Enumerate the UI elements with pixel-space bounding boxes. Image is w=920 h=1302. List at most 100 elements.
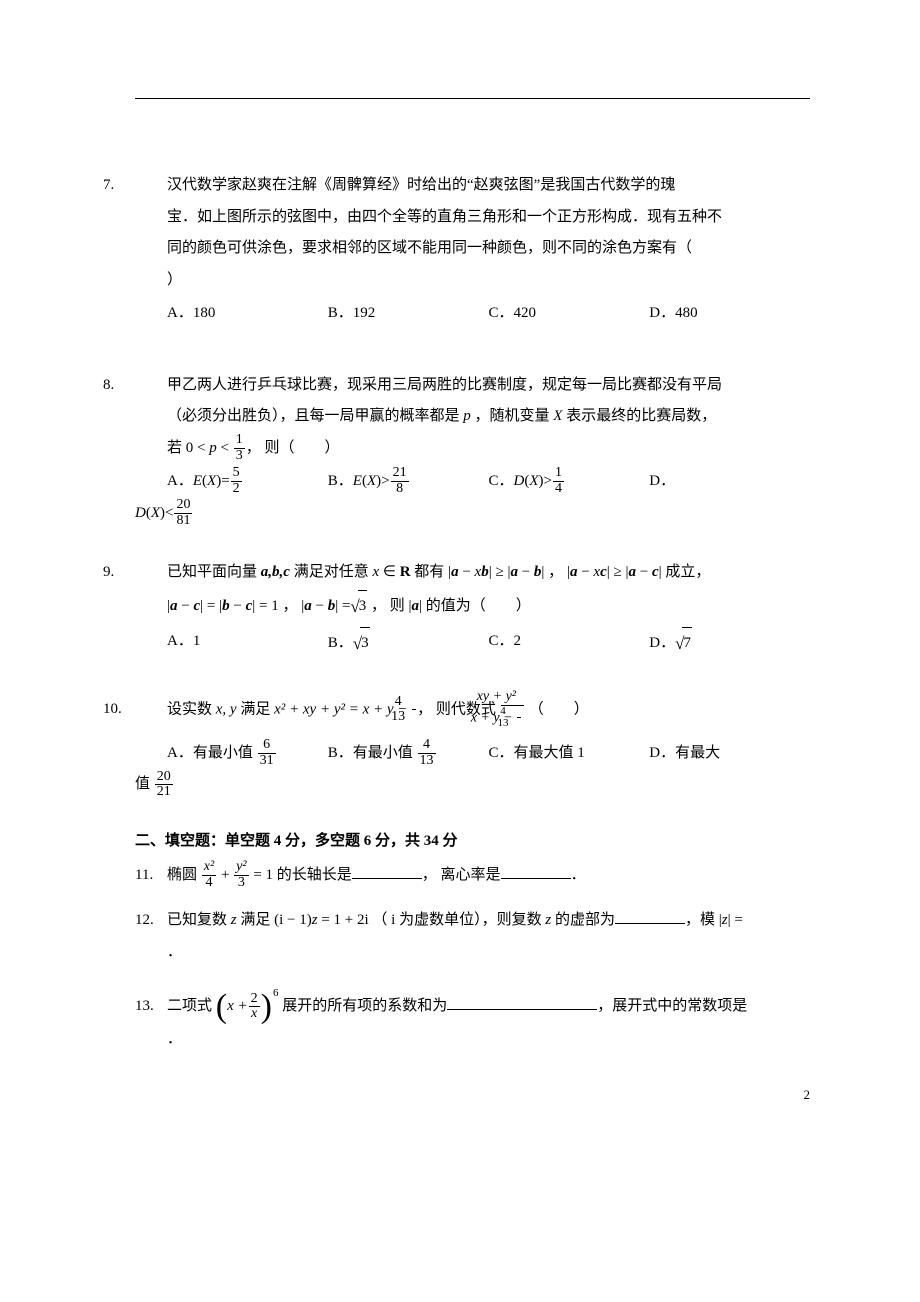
d: x bbox=[249, 1006, 260, 1022]
plus: + bbox=[217, 867, 233, 883]
q11-blank-2 bbox=[501, 865, 571, 879]
d: 4 bbox=[202, 875, 216, 891]
d: 13 bbox=[412, 709, 416, 725]
q13-number: 13. bbox=[135, 991, 167, 1023]
optD-frac: 2081 bbox=[174, 498, 192, 528]
q10-options: A．有最小值 631 B．有最小值 413 C．有最大值 1 D．有最大 bbox=[135, 738, 810, 770]
q7-opt-a: A．180 bbox=[167, 298, 328, 330]
q8-l2-pre: （必须分出胜负），且每一局甲赢的概率都是 bbox=[167, 408, 463, 424]
optC-pre: C． bbox=[489, 473, 514, 489]
d: 81 bbox=[174, 513, 192, 529]
q9-opt-d: D．√7 bbox=[649, 626, 810, 662]
n: x² bbox=[202, 860, 216, 875]
q8-line2: （必须分出胜负），且每一局甲赢的概率都是 p ，随机变量 X 表示最终的比赛局数… bbox=[135, 401, 810, 433]
q11-pre: 椭圆 bbox=[167, 867, 201, 883]
q9-opt-a: A．1 bbox=[167, 626, 328, 662]
df: 2021 bbox=[155, 770, 173, 800]
q8-cond-pre: 若 0 < bbox=[167, 440, 209, 456]
optC-D: D bbox=[514, 473, 525, 489]
optB-frac: 218 bbox=[391, 466, 409, 496]
d: 3 bbox=[234, 875, 248, 891]
question-8: 8.甲乙两人进行乒乓球比赛，现采用三局两胜的比赛制度，规定每一局比赛都没有平局 … bbox=[135, 370, 810, 530]
eq1: | = | bbox=[200, 598, 222, 614]
rparen-icon: ) bbox=[261, 990, 272, 1024]
eq2: | = 1 ， | bbox=[252, 598, 304, 614]
a6: a bbox=[412, 598, 420, 614]
q10-pre: 设实数 bbox=[167, 701, 216, 717]
q8-cond-frac: 13 bbox=[234, 433, 245, 463]
section-2-title: 二、填空题：单空题 4 分，多空题 6 分，共 34 分 bbox=[135, 829, 810, 850]
frac-d: 3 bbox=[234, 448, 245, 464]
ge1: | ≥ | bbox=[489, 564, 511, 580]
q8-opt-a: A．E(X)=52 bbox=[167, 466, 328, 498]
q13-mid: ，展开式中的常数项是 bbox=[597, 998, 747, 1014]
q12-blank-1 bbox=[615, 910, 685, 924]
q8-opt-c: C．D(X)>14 bbox=[489, 466, 650, 498]
d: 4 bbox=[553, 481, 564, 497]
q8-condition: 若 0 < p < 13， 则（ ） bbox=[135, 433, 810, 465]
v-c2: c bbox=[652, 564, 659, 580]
q12-modeq: | = bbox=[728, 912, 743, 928]
v-a4: a bbox=[629, 564, 637, 580]
q8-number: 8. bbox=[135, 370, 167, 402]
q10-sat: 满足 bbox=[237, 701, 275, 717]
optA-E: E bbox=[193, 473, 202, 489]
d: 8 bbox=[391, 481, 409, 497]
q7-options: A．180 B．192 C．420 D．480 bbox=[135, 298, 810, 330]
q10-number: 10. bbox=[135, 694, 167, 726]
n: 20 bbox=[174, 498, 192, 513]
n: 2 bbox=[249, 992, 260, 1007]
q12-pre: 已知复数 bbox=[167, 912, 231, 928]
q9-abc: a,b,c bbox=[261, 564, 290, 580]
optD-lt: < bbox=[165, 505, 173, 521]
q8-cond-p: p bbox=[209, 440, 217, 456]
q7-text-line1: 汉代数学家赵爽在注解《周髀算经》时给出的“赵爽弦图”是我国古代数学的瑰 bbox=[167, 177, 675, 193]
optB-pre: B． bbox=[328, 473, 353, 489]
optD-X: X bbox=[151, 505, 160, 521]
q12-mid: ，模 | bbox=[685, 912, 722, 928]
inner-frac: 2x bbox=[249, 992, 260, 1022]
q9-mid: 满足对任意 bbox=[290, 564, 373, 580]
d: 21 bbox=[155, 784, 173, 800]
m7: − bbox=[312, 598, 328, 614]
q8-var-p: p bbox=[463, 408, 471, 424]
q13-post: 展开的所有项的系数和为 bbox=[278, 998, 447, 1014]
q7-opt-b: B．192 bbox=[328, 298, 489, 330]
bp: B．有最小值 bbox=[328, 745, 417, 761]
a5: a bbox=[304, 598, 312, 614]
bv: b bbox=[222, 598, 230, 614]
q12-sat: 满足 (i − 1) bbox=[237, 912, 312, 928]
q9-opt-b: B．√3 bbox=[328, 626, 489, 662]
q9-R: R bbox=[400, 564, 411, 580]
m2: − bbox=[518, 564, 534, 580]
m5: − bbox=[178, 598, 194, 614]
then: ， 则 | bbox=[367, 598, 411, 614]
question-10: 10.设实数 x, y 满足 x² + xy + y² = x + y − 41… bbox=[135, 690, 810, 801]
hold: | 成立， bbox=[659, 564, 711, 580]
q8-l2-post: ，随机变量 bbox=[471, 408, 554, 424]
q13-blank-1 bbox=[447, 996, 597, 1010]
q8-cond-post: ， 则（ ） bbox=[246, 440, 340, 456]
question-13: 13.二项式 (x + 2x)6 展开的所有项的系数和为，展开式中的常数项是 ． bbox=[135, 982, 810, 1055]
q10-frac1: 413 bbox=[412, 695, 416, 725]
q10-paren: （ ） bbox=[525, 701, 589, 717]
q11-fx: x²4 bbox=[202, 860, 216, 890]
q10-opt-c: C．有最大值 1 bbox=[489, 738, 650, 770]
q11-blank-1 bbox=[352, 865, 422, 879]
q9-la: 都有 | bbox=[411, 564, 452, 580]
dc: 值 bbox=[135, 776, 154, 792]
q7-number: 7. bbox=[135, 170, 167, 202]
m4: − bbox=[636, 564, 652, 580]
q8-opt-b: B．E(X)>218 bbox=[328, 466, 489, 498]
q9-line2: |a − c| = |b − c| = 1 ， |a − b| =√3 ， 则 … bbox=[135, 589, 810, 625]
q12-imag: 的虚部为 bbox=[551, 912, 615, 928]
q12-eq: = 1 + 2i （ i 为虚数单位），则复数 bbox=[318, 912, 546, 928]
v-a2: a bbox=[510, 564, 518, 580]
optC-X: X bbox=[529, 473, 538, 489]
bp: B． bbox=[328, 635, 353, 651]
question-9: 9.已知平面向量 a,b,c 满足对任意 x ∈ R 都有 |a − xb| ≥… bbox=[135, 557, 810, 662]
rt: 7 bbox=[682, 627, 692, 660]
valueq: | 的值为（ ） bbox=[419, 598, 531, 614]
q13-pre: 二项式 bbox=[167, 998, 216, 1014]
q9-in: ∈ bbox=[379, 564, 400, 580]
